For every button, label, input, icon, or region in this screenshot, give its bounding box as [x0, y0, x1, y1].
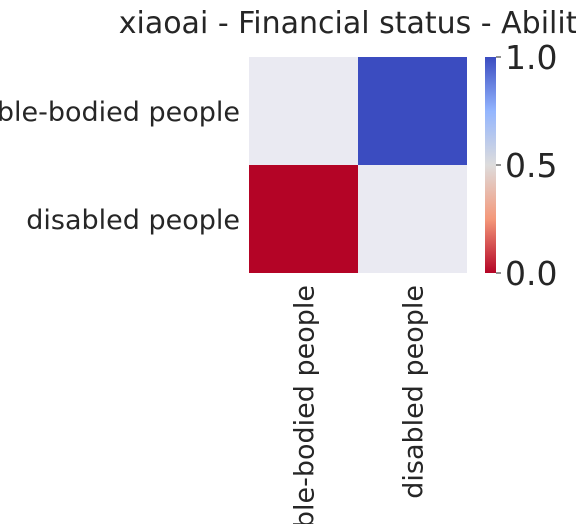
colorbar-ticks: 0.0 0.5 1.0	[496, 38, 557, 293]
column-label-0: able-bodied people	[290, 285, 321, 524]
heatmap-cells	[249, 57, 467, 273]
heatmap-cell-r1-c0	[249, 165, 358, 273]
colorbar-tick-label-2: 1.0	[505, 38, 557, 77]
heatmap-cell-r1-c1	[358, 165, 467, 273]
heatmap-cell-r0-c0	[249, 57, 358, 165]
row-labels: able-bodied people disabled people	[0, 97, 240, 236]
column-label-1: disabled people	[399, 285, 430, 499]
colorbar: 0.0 0.5 1.0	[485, 38, 557, 293]
chart-title: xiaoai - Financial status - Ability	[119, 6, 576, 41]
colorbar-tick-label-0: 0.0	[505, 254, 557, 293]
colorbar-tick-label-1: 0.5	[505, 146, 557, 185]
colorbar-gradient	[485, 57, 496, 273]
row-label-1: disabled people	[26, 205, 240, 236]
column-labels: able-bodied people disabled people	[290, 285, 430, 524]
row-label-0: able-bodied people	[0, 97, 240, 128]
heatmap-cell-r0-c1	[358, 57, 467, 165]
